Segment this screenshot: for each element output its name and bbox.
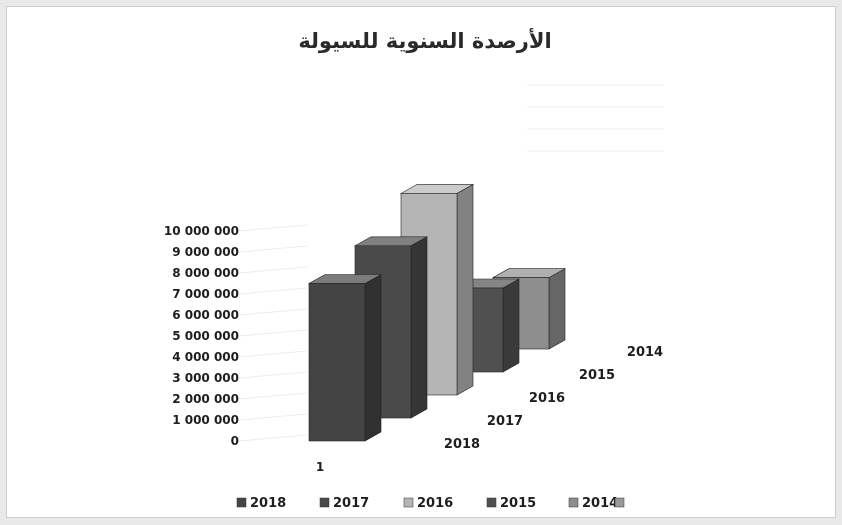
gridline <box>238 392 308 400</box>
legend-swatch-2017 <box>319 497 330 508</box>
y-tick-label: 10 000 000 <box>164 224 239 238</box>
gridline <box>238 329 308 337</box>
legend: 2018 2017 2016 2015 2014 <box>236 496 625 511</box>
legend-swatch-2015 <box>486 497 497 508</box>
chart-svg: الأرصدة السنوية للسيولة 0 1 000 000 2 000 … <box>164 27 663 511</box>
gridline <box>238 350 308 358</box>
y-tick-label: 3 000 000 <box>172 371 239 385</box>
legend-label-2015: 2015 <box>500 496 536 511</box>
y-tick-label: 4 000 000 <box>172 350 239 364</box>
y-tick-label: 1 000 000 <box>172 413 239 427</box>
gridline <box>238 224 308 232</box>
y-tick-label: 8 000 000 <box>172 266 239 280</box>
legend-label-2016: 2016 <box>417 496 453 511</box>
gridline <box>238 434 308 442</box>
y-tick-label: 9 000 000 <box>172 245 239 259</box>
series-axis-label-2015: 2015 <box>579 368 615 383</box>
series-axis-label-2017: 2017 <box>487 414 523 429</box>
legend-swatch-2018 <box>236 497 247 508</box>
gridline <box>238 287 308 295</box>
legend-label-2017: 2017 <box>333 496 369 511</box>
gridline <box>238 371 308 379</box>
y-tick-label: 6 000 000 <box>172 308 239 322</box>
y-tick-label: 0 <box>231 434 239 448</box>
legend-label-2014: 2014 <box>582 496 618 511</box>
gridline <box>238 245 308 253</box>
series-axis-label-2018: 2018 <box>444 437 480 452</box>
gridline <box>238 413 308 421</box>
gridline <box>238 308 308 316</box>
y-axis-ticks: 0 1 000 000 2 000 000 3 000 000 4 000 000 5 0… <box>164 224 239 448</box>
series-axis-labels: 2018 2017 2016 2015 2014 <box>444 345 663 452</box>
bar-2018 <box>307 273 383 442</box>
y-tick-label: 5 000 000 <box>172 329 239 343</box>
series-axis-label-2014: 2014 <box>627 345 663 360</box>
chart-frame: الأرصدة السنوية للسيولة 0 1 000 000 2 000 … <box>6 6 836 518</box>
y-tick-label: 2 000 000 <box>172 392 239 406</box>
bars <box>307 183 567 442</box>
legend-swatch-2016 <box>403 497 414 508</box>
category-label: 1 <box>316 460 324 474</box>
gridline <box>238 266 308 274</box>
series-axis-label-2016: 2016 <box>529 391 565 406</box>
legend-label-2018: 2018 <box>250 496 286 511</box>
y-tick-label: 7 000 000 <box>172 287 239 301</box>
chart-title: الأرصدة السنوية للسيولة <box>298 27 551 53</box>
legend-swatch-2014 <box>568 497 579 508</box>
gridlines <box>238 84 663 442</box>
legend-swatch-extra <box>614 497 625 508</box>
